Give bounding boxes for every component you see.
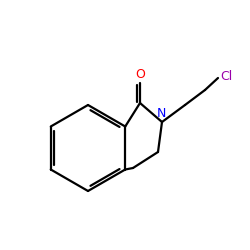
Text: N: N bbox=[156, 107, 166, 120]
Text: Cl: Cl bbox=[220, 70, 232, 84]
Text: O: O bbox=[135, 68, 145, 81]
